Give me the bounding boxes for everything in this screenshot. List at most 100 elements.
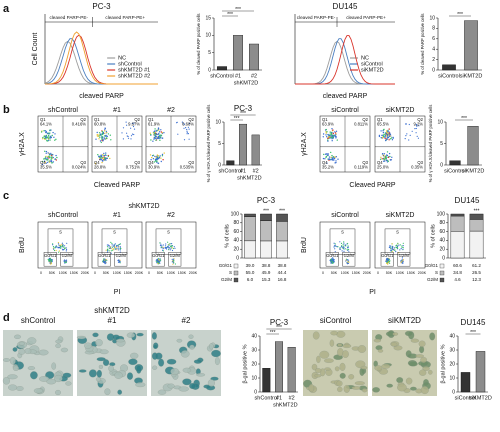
cell bbox=[214, 357, 220, 366]
event-dot bbox=[324, 158, 326, 160]
x-tick-label: 200K bbox=[363, 271, 372, 275]
table-value: 15.3 bbox=[262, 277, 271, 282]
event-dot bbox=[333, 246, 335, 248]
event-dot bbox=[99, 159, 101, 161]
event-dot bbox=[56, 156, 58, 159]
event-dot bbox=[55, 154, 57, 157]
event-dot bbox=[176, 121, 178, 123]
cell bbox=[392, 332, 399, 336]
event-dot bbox=[101, 155, 103, 158]
event-dot bbox=[329, 159, 331, 161]
event-dot bbox=[402, 247, 404, 249]
event-dot bbox=[45, 135, 47, 137]
x-tick-label: 50K bbox=[331, 271, 338, 275]
event-dot bbox=[61, 245, 64, 247]
event-dot bbox=[384, 136, 386, 138]
event-dot bbox=[107, 244, 109, 246]
cell bbox=[117, 389, 123, 395]
event-dot bbox=[111, 242, 113, 245]
event-dot bbox=[332, 257, 334, 259]
event-dot bbox=[335, 160, 337, 162]
event-dot bbox=[159, 258, 161, 260]
event-dot bbox=[154, 155, 156, 158]
y-tick-label: 40 bbox=[439, 238, 445, 244]
event-dot bbox=[52, 154, 54, 156]
x-tick-label: siControl bbox=[444, 168, 466, 174]
event-dot bbox=[169, 243, 171, 245]
table-value: 61.2 bbox=[472, 263, 481, 268]
event-dot bbox=[330, 151, 332, 154]
image-title: #1 bbox=[108, 316, 117, 325]
y-tick-label: 10 bbox=[449, 375, 455, 381]
bar bbox=[216, 66, 227, 71]
event-dot bbox=[161, 245, 163, 247]
event-dot bbox=[157, 162, 160, 164]
event-dot bbox=[331, 138, 333, 140]
event-dot bbox=[105, 159, 107, 161]
event-dot bbox=[169, 245, 172, 247]
x-tick-label: #2 bbox=[253, 168, 259, 174]
cell bbox=[337, 343, 343, 347]
event-dot bbox=[122, 138, 124, 140]
cell bbox=[396, 377, 404, 384]
event-dot bbox=[160, 131, 162, 133]
event-dot bbox=[50, 135, 52, 137]
event-dot bbox=[154, 136, 157, 138]
cell bbox=[390, 342, 398, 347]
event-dot bbox=[325, 156, 327, 159]
bar-segment bbox=[260, 240, 272, 259]
cell bbox=[92, 332, 99, 338]
event-dot bbox=[117, 247, 119, 249]
bar bbox=[287, 347, 296, 393]
event-dot bbox=[157, 133, 159, 136]
y-tick-label: 80 bbox=[439, 220, 445, 226]
event-dot bbox=[334, 251, 336, 253]
cell bbox=[410, 386, 417, 391]
event-dot bbox=[64, 247, 66, 249]
image-title: siKMT2D bbox=[388, 316, 421, 325]
event-dot bbox=[116, 249, 118, 251]
gate-label: S bbox=[113, 230, 116, 235]
event-dot bbox=[336, 139, 338, 141]
event-dot bbox=[158, 259, 160, 261]
event-dot bbox=[164, 247, 166, 249]
event-dot bbox=[103, 137, 106, 139]
event-dot bbox=[162, 246, 164, 248]
gate-label: G2/M bbox=[116, 253, 127, 258]
histogram-curve bbox=[295, 35, 395, 85]
quadrant-name: Q2 bbox=[188, 117, 194, 122]
event-dot bbox=[174, 247, 176, 249]
plot-title: #1 bbox=[113, 212, 121, 219]
x-tick-label: 100K bbox=[396, 271, 405, 275]
gate-label: cleaved PARP-PE+ bbox=[346, 15, 386, 20]
table-value: 12.3 bbox=[472, 277, 481, 282]
event-dot bbox=[52, 156, 54, 159]
event-dot bbox=[156, 157, 158, 159]
event-dot bbox=[158, 135, 160, 138]
x-tick-label: siKMT2D bbox=[460, 73, 483, 79]
event-dot bbox=[392, 249, 394, 251]
event-dot bbox=[153, 161, 155, 163]
cell bbox=[96, 369, 102, 378]
event-dot bbox=[172, 260, 174, 262]
event-dot bbox=[337, 158, 339, 160]
event-dot bbox=[408, 123, 410, 126]
event-dot bbox=[159, 245, 162, 247]
cell bbox=[78, 369, 87, 373]
event-dot bbox=[47, 152, 49, 154]
event-dot bbox=[96, 134, 99, 136]
event-dot bbox=[98, 134, 100, 136]
event-dot bbox=[150, 133, 152, 136]
x-tick-label: 200K bbox=[135, 271, 144, 275]
event-dot bbox=[385, 132, 387, 134]
plot-title: siKMT2D bbox=[386, 107, 415, 114]
x-tick-label: siKMT2D bbox=[469, 395, 492, 401]
bar-segment bbox=[469, 213, 484, 220]
event-dot bbox=[102, 159, 104, 161]
significance-label: *** bbox=[234, 116, 240, 122]
y-tick-label: 4 bbox=[432, 47, 435, 53]
group-label: shKMT2D bbox=[237, 175, 261, 181]
event-dot bbox=[397, 242, 399, 244]
cell bbox=[76, 335, 86, 340]
